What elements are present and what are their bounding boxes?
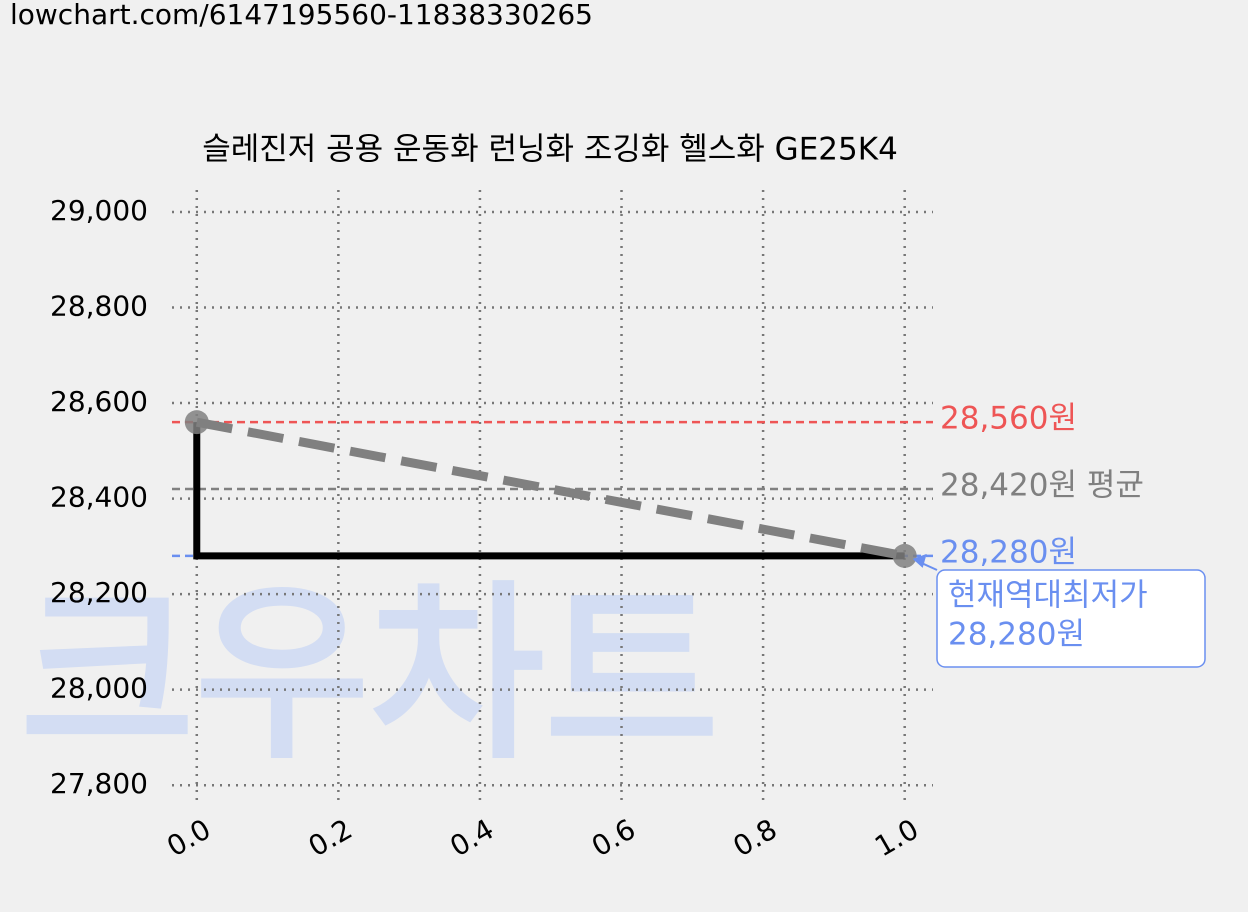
y-tick-label: 27,800 [50,767,148,800]
annotation-box [936,569,1206,668]
x-tick-label: 0.2 [303,812,358,863]
y-tick-label: 28,400 [50,481,148,514]
annotation-arrowhead [912,553,927,568]
chart-title: 슬레진저 공용 운동화 런닝화 조깅화 헬스화 GE25K4 [202,132,898,168]
reference-label: 28,560원 [940,401,1077,437]
y-tick-label: 29,000 [50,194,148,227]
annotation-text: 28,280원 [948,617,1085,653]
point [184,410,209,435]
x-tick-label: 0.8 [728,812,783,863]
y-tick-label: 28,800 [50,290,148,323]
y-tick-label: 28,200 [50,576,148,609]
series-line [195,417,906,561]
reference-label: 28,420원 평균 [940,468,1144,504]
x-tick-label: 0.6 [586,812,641,863]
x-tick-label: 0.0 [161,812,216,863]
url: lowchart.com/6147195560-11838330265 [10,0,593,31]
x-tick-label: 1.0 [869,812,924,863]
annotation-text: 현재역대최저가 [948,578,1148,614]
watermark: 크우차트 [20,564,719,785]
x-tick-label: 0.4 [444,812,499,863]
y-tick-label: 28,600 [50,385,148,418]
point [892,543,917,568]
y-tick-label: 28,000 [50,672,148,705]
reference-label: 28,280원 [940,534,1077,570]
series-line [193,422,905,560]
